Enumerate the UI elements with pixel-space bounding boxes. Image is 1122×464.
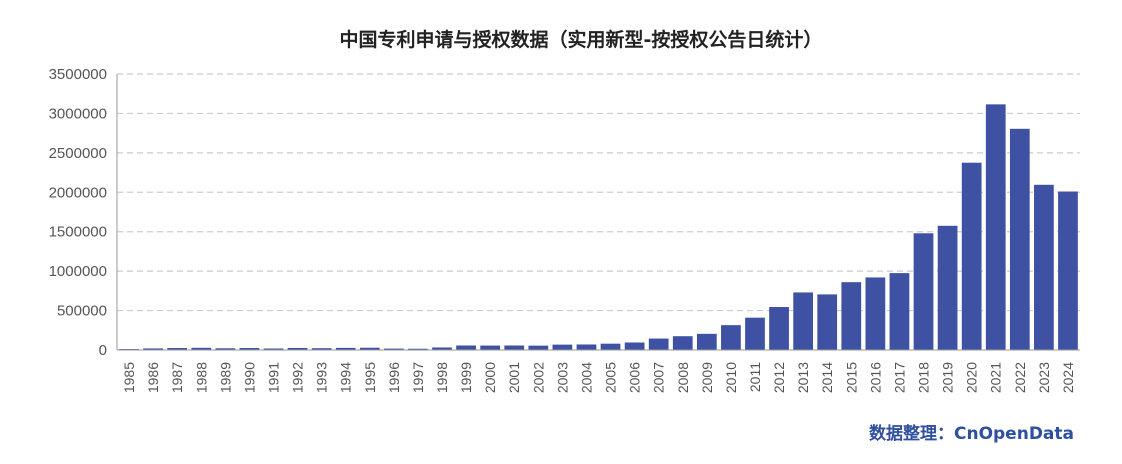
x-tick-label: 2001: [506, 362, 522, 393]
y-tick-label: 3000000: [49, 105, 107, 122]
x-tick-label: 2004: [578, 362, 594, 393]
x-tick-label: 1985: [121, 362, 137, 393]
bar: [696, 333, 717, 350]
bar: [359, 347, 380, 350]
bar: [504, 345, 525, 350]
x-tick-label: 1997: [410, 362, 426, 393]
bar: [648, 338, 669, 350]
x-tick-label: 2006: [627, 362, 643, 393]
x-tick-label: 2019: [940, 362, 956, 393]
x-tick-label: 2002: [530, 362, 546, 393]
x-tick-label: 2000: [482, 362, 498, 393]
x-tick-label: 1988: [193, 362, 209, 393]
x-tick-label: 1998: [434, 362, 450, 393]
bar: [167, 348, 188, 350]
bar: [1058, 191, 1078, 350]
bars: [119, 104, 1078, 350]
x-tick-label: 2009: [699, 362, 715, 393]
bar: [239, 348, 260, 350]
x-tick-label: 2024: [1060, 362, 1076, 393]
bar: [215, 348, 236, 350]
x-tick-label: 1992: [290, 362, 306, 393]
x-tick-label: 2012: [771, 362, 787, 393]
y-axis-ticks: 0 500000 1000000 1500000 2000000 2500000 30000…: [49, 66, 107, 359]
bar: [1009, 128, 1030, 350]
x-tick-label: 1993: [314, 362, 330, 393]
x-tick-label: 1994: [338, 362, 354, 393]
x-tick-label: 1999: [458, 362, 474, 393]
x-tick-label: 1996: [386, 362, 402, 393]
x-tick-label: 1991: [265, 362, 281, 393]
x-tick-label: 2016: [867, 362, 883, 393]
x-tick-label: 2013: [795, 362, 811, 393]
x-tick-label: 2008: [675, 362, 691, 393]
bar: [985, 104, 1006, 350]
bar: [335, 347, 356, 350]
y-tick-label: 500000: [57, 303, 107, 320]
x-tick-label: 2015: [843, 362, 859, 393]
x-tick-label: 2022: [1012, 362, 1028, 393]
bar: [191, 347, 212, 350]
bar: [383, 348, 404, 350]
x-tick-label: 2014: [819, 362, 835, 393]
x-tick-label: 1995: [362, 362, 378, 393]
x-tick-label: 2018: [916, 362, 932, 393]
bar: [841, 282, 862, 350]
bar: [769, 307, 789, 350]
bar: [480, 345, 501, 350]
bar: [576, 344, 597, 350]
y-tick-label: 3500000: [49, 66, 107, 83]
y-tick-label: 2000000: [49, 184, 107, 201]
bar: [624, 342, 645, 350]
axes: [116, 74, 1080, 351]
bar: [287, 347, 308, 350]
x-tick-label: 2005: [603, 362, 619, 393]
bar: [311, 348, 332, 350]
bar: [1034, 184, 1054, 350]
source-note: 数据整理：CnOpenData: [869, 423, 1074, 444]
y-tick-label: 1500000: [49, 224, 107, 241]
x-tick-label: 2023: [1036, 362, 1052, 393]
x-tick-label: 2007: [651, 362, 667, 393]
y-tick-label: 0: [99, 342, 107, 359]
x-tick-label: 1989: [217, 362, 233, 393]
bar: [552, 344, 573, 350]
y-tick-label: 2500000: [49, 145, 107, 162]
bar: [143, 348, 163, 350]
x-axis-ticks: 1985 1986 1987 1988 1989 1990 1991 1992 1993 1994…: [121, 362, 1076, 393]
x-tick-label: 2011: [747, 362, 763, 392]
x-tick-label: 2017: [891, 362, 907, 393]
bar: [408, 348, 428, 350]
gridlines: [117, 73, 1080, 312]
chart-title: 中国专利申请与授权数据（实用新型-按授权公告日统计）: [340, 28, 823, 51]
x-tick-label: 2010: [723, 362, 739, 393]
bar: [913, 233, 934, 350]
y-tick-label: 1000000: [49, 263, 107, 280]
bar: [793, 292, 814, 350]
x-tick-label: 2020: [964, 362, 980, 393]
bar: [937, 225, 958, 350]
bar: [456, 345, 476, 350]
x-tick-label: 1986: [145, 362, 161, 393]
x-tick-label: 2021: [988, 362, 1004, 393]
x-tick-label: 2003: [554, 362, 570, 393]
bar: [745, 317, 765, 350]
bar: [817, 294, 838, 350]
x-tick-label: 1990: [241, 362, 257, 393]
bar: [889, 273, 910, 350]
bar: [432, 347, 452, 350]
bar: [528, 345, 549, 350]
bar: [672, 336, 693, 350]
x-tick-label: 1987: [169, 362, 185, 393]
bar: [263, 348, 284, 350]
bar: [600, 343, 621, 350]
bar: [865, 277, 886, 350]
bar: [721, 325, 741, 350]
bar: [961, 162, 982, 350]
